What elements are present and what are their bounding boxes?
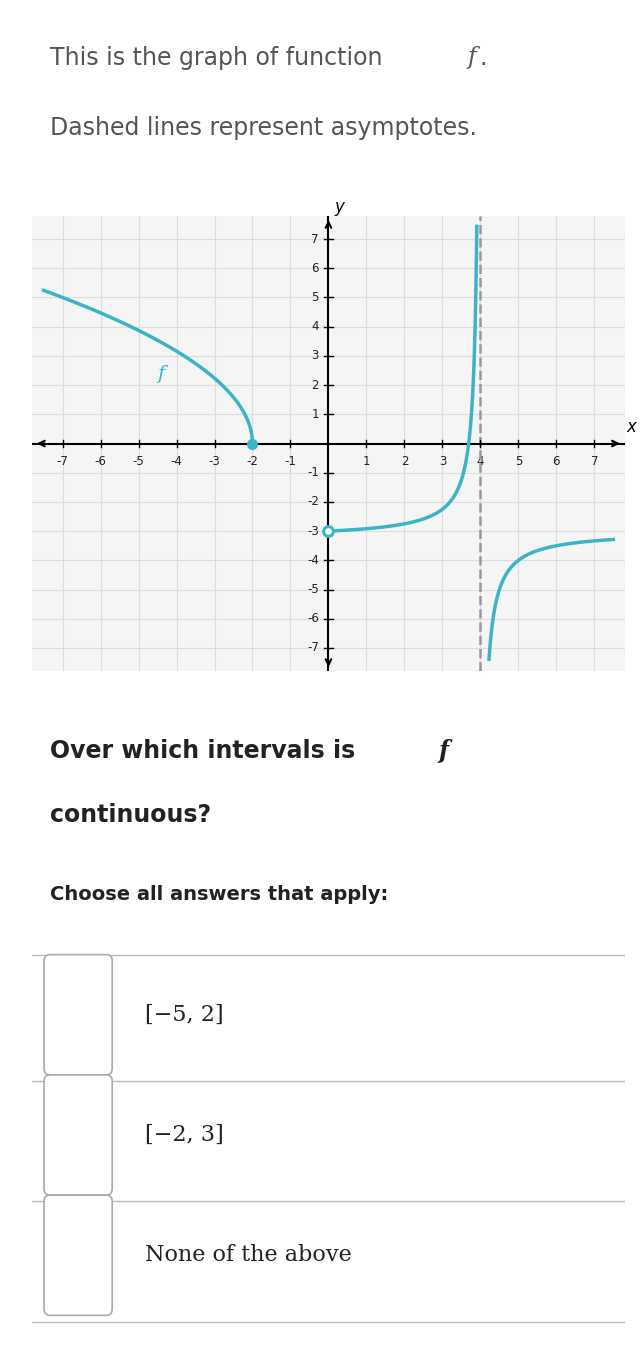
Text: -7: -7 (307, 641, 319, 655)
Text: None of the above: None of the above (145, 1244, 352, 1266)
Text: -6: -6 (95, 455, 106, 469)
Text: f: f (438, 740, 448, 763)
Text: f: f (158, 365, 165, 383)
Text: B: B (71, 1126, 84, 1144)
Text: -5: -5 (307, 584, 319, 596)
Text: 7: 7 (312, 232, 319, 246)
Text: -3: -3 (209, 455, 220, 469)
Text: This is the graph of function: This is the graph of function (50, 46, 390, 70)
Text: 2: 2 (312, 379, 319, 391)
Text: -2: -2 (307, 495, 319, 509)
Text: 4: 4 (312, 320, 319, 334)
FancyBboxPatch shape (44, 954, 112, 1074)
Text: 3: 3 (439, 455, 446, 469)
Text: 7: 7 (591, 455, 598, 469)
Text: -4: -4 (171, 455, 182, 469)
Text: -1: -1 (285, 455, 296, 469)
Text: -2: -2 (247, 455, 258, 469)
Text: 5: 5 (312, 291, 319, 303)
Text: 6: 6 (312, 261, 319, 275)
Text: 1: 1 (312, 407, 319, 421)
Text: [−5, 2]: [−5, 2] (145, 1003, 223, 1025)
Text: Over which intervals is: Over which intervals is (50, 740, 363, 763)
Text: 6: 6 (553, 455, 560, 469)
Text: -5: -5 (133, 455, 144, 469)
Text: 4: 4 (477, 455, 484, 469)
Text: -3: -3 (307, 525, 319, 537)
Text: x: x (627, 418, 636, 436)
Text: f: f (468, 46, 477, 70)
Text: 1: 1 (363, 455, 370, 469)
Text: -1: -1 (307, 466, 319, 480)
Text: 5: 5 (515, 455, 522, 469)
Text: Choose all answers that apply:: Choose all answers that apply: (50, 884, 388, 904)
Text: -6: -6 (307, 612, 319, 625)
Text: -7: -7 (57, 455, 68, 469)
Text: continuous?: continuous? (50, 802, 211, 827)
Text: C: C (71, 1247, 84, 1264)
Text: A: A (71, 1006, 84, 1024)
Text: 3: 3 (312, 350, 319, 362)
Text: Dashed lines represent asymptotes.: Dashed lines represent asymptotes. (50, 116, 477, 139)
Text: y: y (334, 198, 344, 216)
Text: [−2, 3]: [−2, 3] (145, 1124, 223, 1146)
Text: -4: -4 (307, 554, 319, 567)
FancyBboxPatch shape (44, 1195, 112, 1315)
Text: .: . (480, 46, 487, 70)
Text: 2: 2 (401, 455, 408, 469)
FancyBboxPatch shape (44, 1074, 112, 1195)
